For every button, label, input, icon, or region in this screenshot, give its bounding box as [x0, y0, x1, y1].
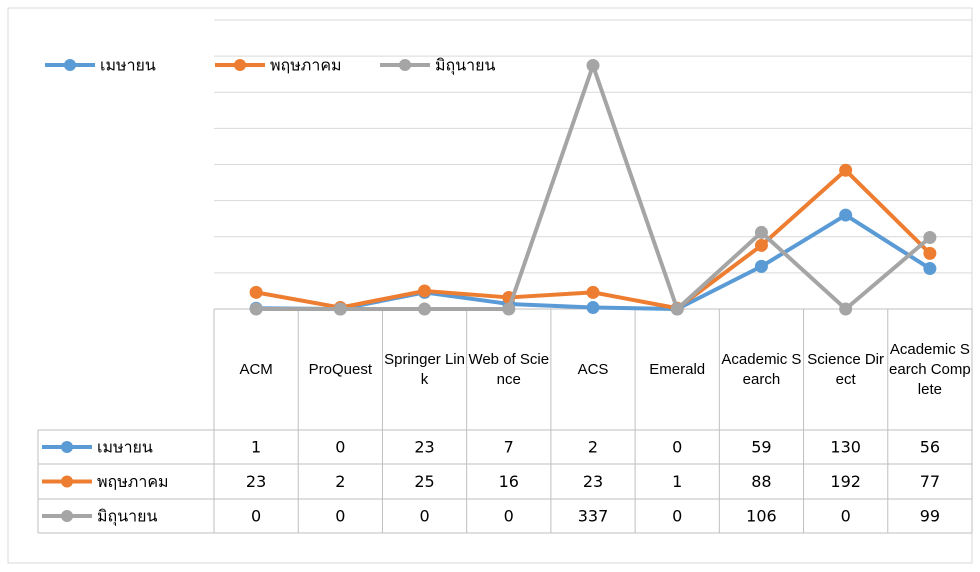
legend-key-marker: [61, 510, 73, 522]
data-point: [333, 302, 347, 316]
table-value: 25: [414, 472, 434, 491]
table-value: 99: [920, 507, 940, 526]
category-label: Web of Science: [468, 350, 550, 388]
table-value: 77: [920, 472, 940, 491]
table-value: 56: [920, 438, 940, 457]
legend-key-marker: [61, 475, 73, 488]
legend-key-marker: [234, 59, 246, 71]
legend-label: มิถุนายน: [435, 56, 496, 76]
table-value: 0: [419, 507, 429, 526]
table-value: 192: [830, 472, 861, 491]
table-value: 7: [504, 438, 514, 457]
table-value: 106: [746, 507, 777, 526]
data-point: [249, 285, 263, 299]
data-point: [418, 284, 432, 298]
chart-border: [7, 7, 973, 564]
data-point: [586, 59, 600, 73]
category-label: Academic Search Complete: [889, 340, 971, 398]
data-point: [754, 259, 768, 273]
data-point: [418, 302, 432, 316]
table-row-label: เมษายน: [97, 438, 153, 457]
data-point: [586, 301, 600, 315]
data-point: [502, 302, 516, 316]
legend-key-marker: [61, 441, 73, 453]
data-point: [839, 302, 853, 316]
category-label: Springer Link: [384, 350, 465, 388]
table-value: 130: [830, 438, 861, 457]
table-value: 1: [672, 472, 682, 491]
table-value: 2: [588, 438, 598, 457]
table-row-label: มิถุนายน: [97, 507, 158, 527]
table-value: 0: [841, 507, 851, 526]
data-point: [670, 302, 684, 316]
data-point: [923, 262, 937, 276]
category-label: ProQuest: [308, 360, 373, 378]
legend-label: พฤษภาคม: [270, 56, 342, 75]
table-value: 2: [335, 472, 345, 491]
category-label: Emerald: [649, 360, 706, 378]
table-value: 1: [251, 438, 261, 457]
category-label: Academic Search: [721, 350, 802, 388]
table-row-label: พฤษภาคม: [97, 472, 169, 491]
data-point: [839, 163, 853, 177]
table-value: 0: [672, 507, 682, 526]
legend-key-marker: [399, 59, 411, 71]
category-label: Science Direct: [807, 350, 884, 388]
legend-label: เมษายน: [100, 56, 156, 75]
table-value: 0: [335, 438, 345, 457]
table-value: 88: [751, 472, 771, 491]
data-point: [923, 246, 937, 260]
table-value: 0: [504, 507, 514, 526]
table-value: 23: [246, 472, 266, 491]
table-value: 0: [251, 507, 261, 526]
data-point: [754, 238, 768, 252]
table-value: 0: [672, 438, 682, 457]
table-value: 23: [414, 438, 434, 457]
data-point: [923, 230, 937, 244]
category-label: ACM: [239, 360, 273, 378]
table-value: 23: [583, 472, 603, 491]
data-point: [839, 208, 853, 222]
legend-key-marker: [64, 59, 76, 71]
table-value: 59: [751, 438, 771, 457]
category-label: ACS: [577, 360, 609, 378]
table-value: 16: [499, 472, 519, 491]
data-point: [586, 285, 600, 299]
table-value: 0: [335, 507, 345, 526]
data-point: [754, 225, 768, 239]
data-point: [249, 302, 263, 316]
table-value: 337: [578, 507, 609, 526]
